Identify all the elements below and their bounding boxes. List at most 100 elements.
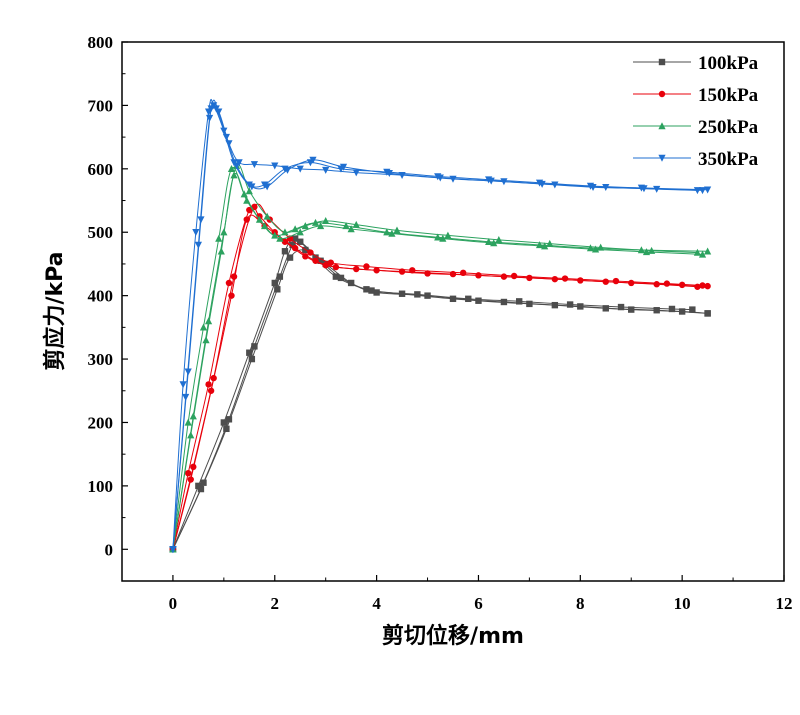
legend-label: 250kPa [698,117,759,138]
data-point [704,310,711,317]
data-point [589,184,597,192]
data-point [276,234,284,242]
data-point [628,306,635,313]
series-line [172,239,693,550]
data-point [179,381,187,389]
data-point [352,169,360,177]
x-tick-label: 6 [474,594,483,613]
data-point [495,236,503,244]
data-point [414,291,421,298]
data-point [205,381,212,388]
data-point [184,368,192,376]
data-point [388,229,396,237]
data-point [217,247,225,255]
legend-label: 100kPa [698,53,759,74]
y-axis-title: 剪应力/kPa [42,251,68,370]
data-point [653,185,661,193]
data-point [169,546,177,554]
series-line [172,103,703,550]
legend-marker [658,122,666,130]
data-point [189,412,197,420]
data-point [352,220,360,228]
data-point [225,416,233,423]
series-line [172,99,698,550]
data-point [475,297,482,304]
data-point [337,274,345,282]
data-point [424,270,431,277]
data-point [439,234,447,242]
data-point [248,355,256,363]
data-point [541,242,549,250]
x-tick-label: 10 [674,594,691,613]
data-point [225,140,233,148]
data-point [317,222,325,230]
data-point [281,228,289,236]
data-point [500,273,508,280]
series-line [172,249,708,550]
data-point [246,349,253,356]
data-point [449,295,457,303]
data-point [668,305,676,313]
data-point [516,298,523,305]
data-point [383,228,391,236]
data-point [327,259,334,266]
data-point [291,244,299,252]
data-point [678,308,686,315]
data-point [274,286,281,293]
data-point [235,159,243,167]
data-point [207,105,215,113]
data-point [286,254,294,261]
series-line [172,205,708,550]
data-point [689,306,696,313]
y-tick-label: 600 [88,160,114,179]
data-point [368,287,375,294]
series-350kPa [169,98,712,554]
data-point [184,418,192,426]
data-point [230,273,238,280]
data-point [296,165,304,173]
y-tick-label: 500 [88,223,114,242]
data-point [204,317,213,325]
y-tick-label: 300 [88,350,114,369]
x-tick-label: 2 [271,594,280,613]
legend-label: 350kPa [698,149,759,170]
data-point [215,108,223,116]
data-point [246,206,253,214]
data-point [297,238,304,245]
data-point [342,222,350,230]
data-point [317,257,324,264]
data-point [363,263,370,270]
x-tick-label: 12 [776,594,793,613]
y-tick-label: 200 [88,413,114,432]
data-point [251,343,258,350]
legend: 100kPa 150kPa 250kPa 350kPa [633,53,759,170]
data-point [227,165,236,173]
data-point [704,186,712,194]
data-point [220,228,228,236]
data-point [190,463,197,471]
data-point [617,303,625,311]
data-point [322,262,329,269]
data-point [698,187,707,195]
series-group [169,98,712,554]
data-point [302,253,309,260]
data-point [271,279,278,287]
legend-label: 150kPa [698,85,759,106]
y-tick-label: 400 [88,287,114,306]
data-point [373,289,380,296]
legend-marker [658,90,666,98]
y-tick-label: 700 [88,96,114,115]
data-point [263,183,271,191]
data-point [220,127,228,135]
data-point [561,275,569,282]
data-point [200,479,207,486]
data-point [663,280,671,287]
data-point [322,217,330,225]
data-point [449,175,457,183]
data-point [250,161,258,169]
data-point [260,222,269,230]
data-point [510,272,518,280]
data-point [192,229,200,237]
data-point [291,235,299,242]
data-point [385,170,393,178]
